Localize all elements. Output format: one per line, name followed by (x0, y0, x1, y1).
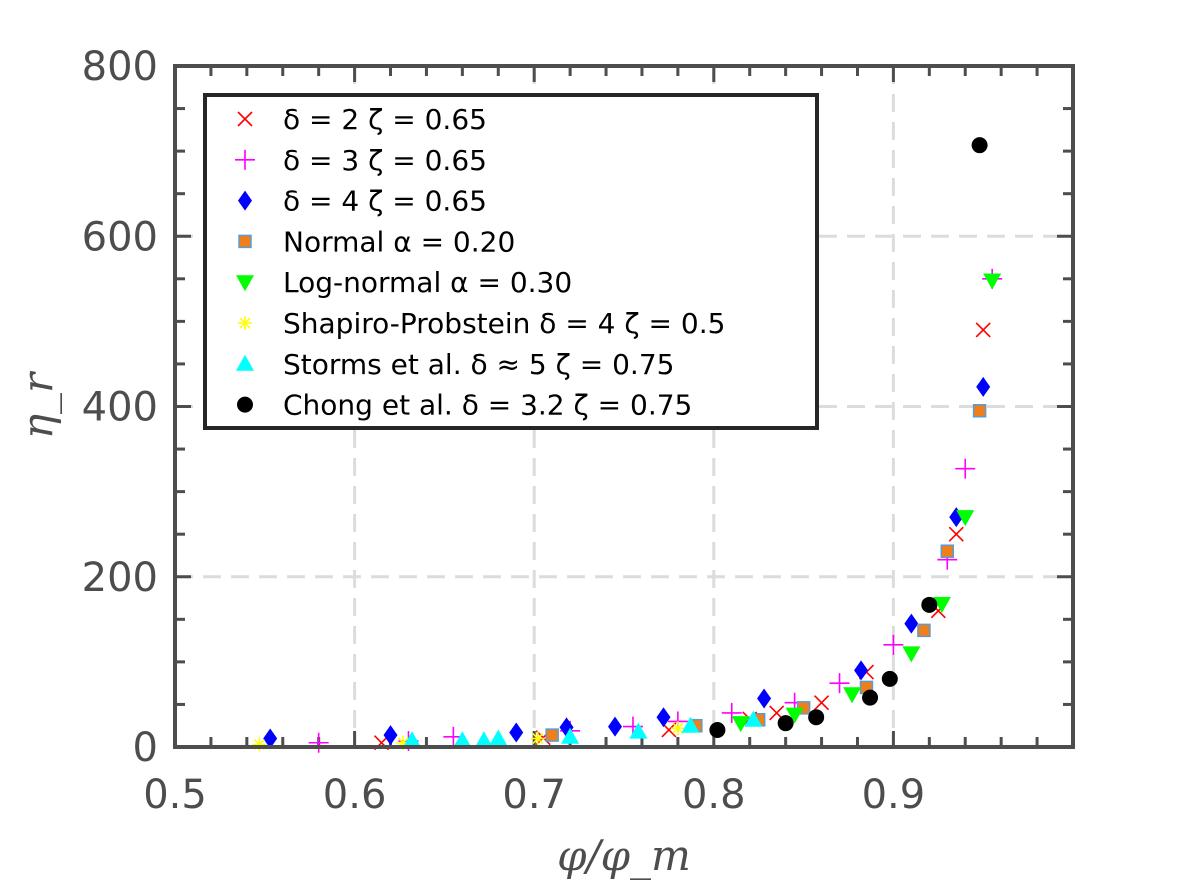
legend-marker (236, 275, 254, 292)
legend-label: Normal α = 0.20 (283, 225, 515, 258)
legend-label: Log-normal α = 0.30 (283, 266, 572, 299)
data-point (971, 137, 988, 154)
legend-label: Shapiro-Probstein δ = 4 ζ = 0.5 (283, 307, 725, 340)
data-points (252, 137, 1003, 753)
legend-entry: Storms et al. δ ≈ 5 ζ = 0.75 (236, 348, 674, 381)
y-axis-label: η_r (13, 370, 62, 439)
series-7 (403, 710, 763, 748)
data-point (474, 731, 493, 748)
data-point (949, 507, 964, 528)
x-axis-label: φ/φ_m (557, 831, 691, 880)
data-point (453, 731, 472, 748)
data-point (731, 716, 750, 733)
data-point (656, 707, 671, 728)
data-point (904, 613, 919, 634)
legend-marker (237, 396, 253, 413)
x-tick-label: 0.7 (502, 772, 566, 818)
x-tick-label: 0.9 (862, 772, 926, 818)
legend-label: δ = 3 ζ = 0.65 (283, 144, 487, 177)
series-5 (731, 273, 1002, 733)
legend-entry: δ = 4 ζ = 0.65 (238, 185, 487, 218)
legend-marker (237, 111, 253, 127)
y-tick-label: 600 (82, 214, 158, 260)
data-point (629, 722, 648, 739)
data-point (509, 722, 524, 743)
data-point (308, 732, 329, 753)
data-point (608, 716, 623, 737)
data-point (530, 731, 545, 746)
legend-entry: Log-normal α = 0.30 (236, 266, 572, 299)
y-tick-label: 400 (82, 385, 158, 431)
legend-entry: δ = 2 ζ = 0.65 (237, 103, 487, 136)
legend-entry: δ = 3 ζ = 0.65 (235, 144, 487, 177)
tick-labels: 0.5 0.6 0.7 0.8 0.9 0 200 400 600 800 (82, 44, 926, 818)
legend-entry: Shapiro-Probstein δ = 4 ζ = 0.5 (238, 307, 725, 340)
x-tick-label: 0.5 (143, 772, 207, 818)
data-point (843, 687, 862, 704)
data-point (808, 709, 825, 726)
data-point (757, 688, 772, 709)
legend-entry: Chong et al. δ = 3.2 ζ = 0.75 (237, 389, 692, 422)
data-point (948, 526, 964, 542)
y-tick-label: 200 (82, 555, 158, 601)
legend-box (203, 93, 819, 430)
data-point (545, 728, 559, 742)
data-point (862, 689, 879, 706)
data-point (881, 670, 898, 687)
data-point (721, 702, 742, 723)
data-point (976, 376, 991, 397)
legend-marker (238, 190, 252, 211)
data-point (383, 725, 398, 746)
data-point (403, 731, 422, 748)
data-point (670, 721, 685, 736)
legend-marker (236, 354, 254, 371)
data-point (252, 737, 267, 752)
legend-label: Chong et al. δ = 3.2 ζ = 0.75 (283, 389, 692, 422)
data-point (263, 728, 278, 749)
plot-frame (173, 64, 1075, 749)
data-point (709, 721, 726, 738)
legend-entry: Normal α = 0.20 (238, 225, 515, 258)
legend-label: Storms et al. δ ≈ 5 ζ = 0.75 (283, 348, 674, 381)
y-tick-label: 0 (133, 725, 158, 771)
data-point (983, 273, 1002, 290)
legend-label: δ = 4 ζ = 0.65 (283, 185, 487, 218)
legend-marker (235, 149, 255, 170)
series-8 (709, 137, 988, 738)
data-point (921, 596, 938, 613)
data-point (883, 634, 904, 655)
data-point (902, 646, 921, 663)
y-tick-label: 800 (82, 44, 158, 90)
data-point (777, 715, 794, 732)
data-point (744, 710, 763, 727)
data-point (932, 596, 951, 613)
x-tick-label: 0.6 (323, 772, 387, 818)
data-point (956, 510, 975, 527)
x-tick-label: 0.8 (682, 772, 746, 818)
data-point (972, 404, 987, 418)
legend-marker (238, 316, 252, 330)
data-point (829, 673, 850, 694)
data-point (489, 729, 508, 746)
series-3 (263, 376, 991, 749)
data-point (813, 695, 830, 711)
data-point (681, 716, 700, 733)
legend-label: δ = 2 ζ = 0.65 (283, 103, 487, 136)
data-point (561, 727, 580, 744)
legend: δ = 2 ζ = 0.65 δ = 3 ζ = 0.65 δ = 4 ζ = 0.… (203, 93, 819, 430)
series-2 (308, 268, 1003, 753)
data-point (940, 544, 955, 558)
data-point (955, 458, 976, 479)
axis-ticks (175, 66, 1073, 747)
legend-marker (238, 234, 252, 249)
data-point (785, 707, 804, 724)
data-point (975, 322, 991, 338)
data-point (854, 660, 869, 681)
data-point (917, 623, 931, 638)
